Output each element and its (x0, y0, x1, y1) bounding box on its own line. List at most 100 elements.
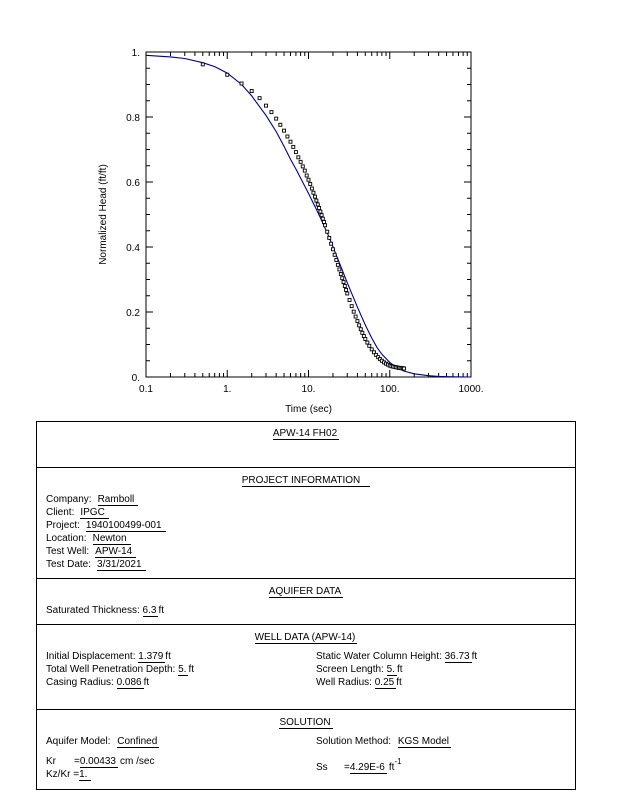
ss-value: 4.29E-6 (349, 762, 387, 774)
solution-method-value: KGS Model (397, 736, 451, 748)
observed-point (340, 276, 345, 281)
observed-point (349, 304, 354, 309)
observed-point (402, 366, 407, 371)
observed-point (338, 272, 343, 276)
observed-point (323, 223, 328, 228)
x-tick-label: 1000. (458, 384, 483, 395)
observed-point (315, 202, 320, 207)
observed-point (363, 337, 368, 341)
y-tick-label: 0.2 (126, 308, 140, 319)
observed-point (351, 309, 356, 314)
ss-unit: ft (388, 762, 395, 773)
saturated-thickness-value: 6.3 (142, 605, 159, 617)
kzkr-row: Kz/Kr =1. (46, 769, 92, 781)
initial-displacement-value: 1.379 (138, 651, 166, 663)
observed-point (308, 181, 313, 186)
x-tick-label: 100. (380, 384, 399, 395)
screen-length: Screen Length: 5. ft (316, 664, 403, 676)
axis-ticks (145, 51, 472, 378)
screen-length-label: Screen Length: (316, 664, 384, 675)
kzkr-label: Kz/Kr (46, 769, 71, 780)
project-info-label: Test Date: (46, 559, 92, 570)
observed-point (298, 159, 303, 164)
observed-point (296, 155, 301, 160)
divider (36, 578, 576, 579)
ss-row: Ss =4.29E-6 ft-1 (316, 757, 402, 774)
plot-frame (145, 51, 472, 378)
y-tick-label: 0. (132, 373, 140, 384)
observed-points-layer (200, 62, 407, 371)
total-penetration-depth: Total Well Penetration Depth: 5. ft (46, 664, 195, 676)
observed-point (337, 267, 342, 272)
ss-unit-exponent: -1 (394, 757, 402, 766)
observed-point (306, 177, 311, 182)
observed-point (304, 173, 309, 178)
x-axis-label: Time (sec) (285, 404, 332, 415)
aquifer-model: Aquifer Model: Confined (46, 736, 160, 748)
aquifer-header: AQUIFER DATA (268, 586, 344, 598)
project-info-row: Test Date: 3/31/2021 (46, 559, 146, 571)
initial-displacement: Initial Displacement: 1.379 ft (46, 651, 171, 663)
observed-point (322, 220, 326, 224)
project-header: PROJECT INFORMATION (241, 475, 371, 487)
observed-point (312, 194, 317, 199)
observed-point (274, 116, 279, 121)
observed-point (317, 206, 322, 210)
y-tick-label: 1. (132, 48, 140, 59)
saturated-thickness: Saturated Thickness: 6.3 ft (46, 605, 164, 617)
casing-radius-value: 0.086 (116, 677, 144, 689)
observed-point (360, 330, 365, 335)
project-info-value: Newton (92, 533, 131, 545)
project-info-row: Test Well: APW-14 (46, 546, 137, 558)
observed-point (355, 319, 360, 324)
casing-radius-unit: ft (143, 677, 150, 688)
observed-point (200, 62, 205, 67)
static-water-column-unit: ft (471, 651, 478, 662)
static-water-column: Static Water Column Height: 36.73 ft (316, 651, 478, 663)
observed-point (367, 343, 372, 348)
observed-point (335, 262, 340, 267)
solution-method: Solution Method: KGS Model (316, 736, 451, 748)
kr-value: 0.00433 (79, 756, 118, 768)
saturated-thickness-label: Saturated Thickness: (46, 605, 140, 616)
project-info-value: Ramboll (97, 494, 139, 506)
well-header-row: WELL DATA (APW-14) (36, 632, 576, 644)
observed-point (344, 287, 349, 292)
observed-point (293, 150, 298, 155)
screen-length-value: 5. (386, 664, 397, 676)
screen-length-unit: ft (396, 664, 403, 675)
observed-point (300, 164, 305, 169)
x-tick-label: 1. (223, 384, 231, 395)
total-penetration-depth-unit: ft (188, 664, 195, 675)
observed-point (311, 190, 316, 195)
project-info-row: Location: Newton (46, 533, 131, 545)
initial-displacement-unit: ft (165, 651, 171, 662)
observed-point (345, 291, 350, 296)
observed-point (320, 216, 325, 221)
observed-point (309, 186, 314, 191)
observed-point (314, 198, 319, 203)
y-tick-label: 0.8 (126, 113, 140, 124)
observed-point (288, 139, 293, 144)
casing-radius: Casing Radius: 0.086 ft (46, 677, 150, 689)
observed-point (319, 213, 324, 218)
total-penetration-depth-label: Total Well Penetration Depth: (46, 664, 176, 675)
aquifer-model-value: Confined (117, 736, 160, 748)
static-water-column-value: 36.73 (444, 651, 472, 663)
report-title: APW-14 FH02 (272, 428, 340, 440)
kzkr-value: 1. (79, 769, 92, 781)
observed-point (327, 235, 332, 240)
project-info-row: Company: Ramboll (46, 494, 139, 506)
y-tick-label: 0.6 (126, 178, 140, 189)
aquifer-model-label: Aquifer Model: (46, 736, 111, 747)
well-radius-label: Well Radius: (316, 677, 372, 688)
project-header-row: PROJECT INFORMATION (36, 475, 576, 487)
observed-point (365, 340, 370, 345)
fitted-curve (145, 54, 472, 378)
observed-point (341, 280, 346, 285)
report-panel (36, 421, 576, 790)
observed-point (318, 209, 323, 214)
project-info-label: Location: (46, 533, 87, 544)
project-info-label: Company: (46, 494, 92, 505)
project-info-value: IPGC (80, 507, 109, 519)
